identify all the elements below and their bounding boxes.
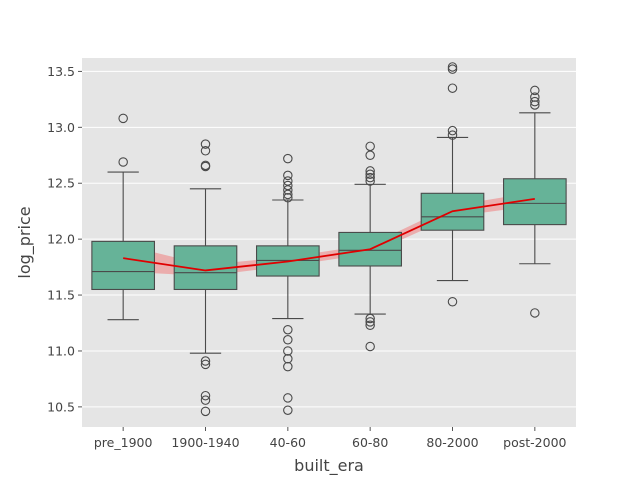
outlier-point: [365, 141, 375, 152]
x-axis-label: built_era: [294, 456, 364, 476]
outlier-point: [530, 308, 540, 318]
outlier-point: [118, 157, 128, 167]
confidence-band: [123, 192, 535, 277]
grid: [82, 70, 576, 408]
box-pre_1900: [91, 113, 156, 321]
outlier-point: [200, 356, 211, 366]
outlier-point: [447, 83, 458, 93]
y-tick-label: 12.5: [47, 176, 75, 191]
trend-ci-band: [123, 192, 535, 277]
outlier-point: [200, 160, 211, 171]
outlier-point: [200, 146, 211, 156]
outlier-point: [365, 166, 375, 176]
y-axis-label: log_price: [15, 206, 35, 278]
y-tick-label: 13.5: [47, 64, 75, 79]
outlier-point: [365, 169, 375, 180]
x-tick-label: pre_1900: [94, 435, 153, 450]
outlier-point: [283, 335, 293, 345]
box-iqr: [91, 240, 156, 291]
outlier-point: [200, 406, 211, 417]
y-tick-label: 10.5: [47, 399, 75, 414]
outlier-point: [200, 390, 211, 401]
plot-area: [82, 58, 576, 427]
x-tick-label: post-2000: [503, 435, 566, 450]
y-tick-label: 11.0: [47, 343, 75, 358]
outlier-point: [283, 405, 293, 415]
outlier-point: [530, 85, 540, 96]
outlier-point: [365, 341, 375, 352]
outlier-point: [200, 359, 211, 370]
outlier-point: [283, 361, 293, 372]
y-axis-ticks: 10.5 11.0 11.5 12.0 12.5 13.0 13.5: [47, 64, 82, 414]
outlier-point: [447, 125, 458, 136]
y-tick-label: 12.0: [47, 232, 75, 247]
outlier-point: [283, 170, 293, 181]
trend-line: [123, 198, 535, 272]
outlier-point: [530, 92, 540, 102]
outlier-point: [447, 130, 458, 140]
outlier-point: [283, 393, 293, 403]
outlier-point: [283, 193, 293, 203]
outlier-point: [365, 313, 375, 324]
outlier-point: [118, 113, 128, 124]
x-tick-label: 80-2000: [426, 435, 478, 450]
x-axis-ticks: pre_1900 1900-1940 40-60 60-80 80-2000 post-2…: [94, 427, 567, 450]
outlier-point: [283, 354, 293, 364]
outlier-point: [200, 139, 211, 149]
outlier-point: [447, 64, 458, 74]
outlier-point: [283, 180, 293, 191]
x-tick-label: 40-60: [270, 435, 306, 450]
outlier-point: [283, 324, 293, 335]
outlier-point: [530, 100, 540, 110]
outlier-point: [530, 96, 540, 107]
trend: [123, 198, 535, 272]
x-tick-label: 1900-1940: [171, 435, 239, 450]
y-tick-label: 11.5: [47, 288, 75, 303]
outlier-point: [200, 395, 211, 405]
outlier-point: [283, 346, 293, 356]
outlier-point: [447, 297, 458, 307]
y-tick-label: 13.0: [47, 120, 75, 135]
outlier-point: [365, 176, 375, 186]
outlier-point: [365, 172, 375, 183]
outlier-point: [365, 317, 375, 327]
outlier-point: [447, 62, 458, 72]
outlier-point: [283, 153, 293, 164]
x-tick-label: 60-80: [352, 435, 388, 450]
outlier-point: [283, 176, 293, 186]
outlier-point: [365, 320, 375, 330]
